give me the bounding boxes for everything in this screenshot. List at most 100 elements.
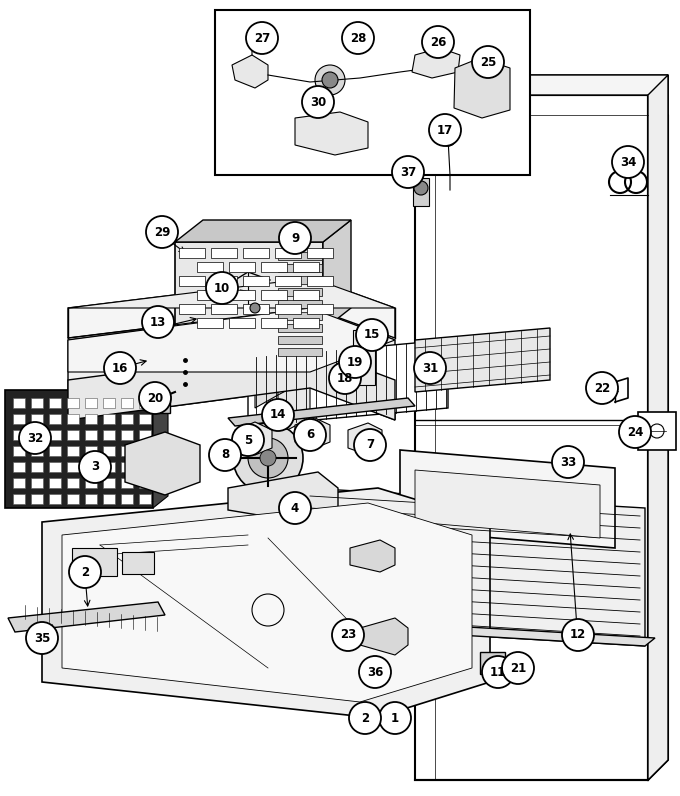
- Bar: [243, 304, 269, 314]
- Polygon shape: [295, 418, 330, 448]
- Bar: [121, 398, 133, 408]
- Bar: [215, 10, 530, 175]
- Circle shape: [19, 422, 51, 454]
- Bar: [353, 330, 375, 385]
- Circle shape: [246, 22, 278, 54]
- Bar: [278, 276, 322, 284]
- Text: 21: 21: [510, 661, 526, 674]
- Bar: [85, 478, 97, 488]
- Bar: [103, 478, 115, 488]
- Circle shape: [206, 272, 238, 304]
- Bar: [275, 304, 301, 314]
- Bar: [278, 252, 322, 260]
- Bar: [293, 290, 319, 300]
- Bar: [261, 262, 287, 272]
- Text: 2: 2: [361, 712, 369, 724]
- Text: 4: 4: [291, 501, 299, 514]
- Text: 20: 20: [147, 392, 163, 404]
- Bar: [49, 398, 61, 408]
- Circle shape: [209, 439, 241, 471]
- Bar: [121, 414, 133, 424]
- Bar: [13, 494, 25, 504]
- Bar: [197, 262, 223, 272]
- Circle shape: [363, 650, 387, 674]
- Circle shape: [262, 399, 294, 431]
- Polygon shape: [275, 230, 325, 378]
- Text: 25: 25: [480, 56, 496, 68]
- Polygon shape: [350, 540, 395, 572]
- Circle shape: [232, 424, 264, 456]
- Text: 30: 30: [310, 96, 326, 108]
- Circle shape: [472, 46, 504, 78]
- Circle shape: [349, 702, 381, 734]
- Text: 12: 12: [570, 629, 586, 642]
- Bar: [179, 248, 205, 258]
- Bar: [179, 304, 205, 314]
- Circle shape: [619, 416, 651, 448]
- Bar: [278, 312, 322, 320]
- Text: 19: 19: [347, 356, 363, 369]
- Bar: [139, 494, 151, 504]
- Circle shape: [422, 26, 454, 58]
- Bar: [229, 262, 255, 272]
- Bar: [121, 462, 133, 472]
- Circle shape: [392, 156, 424, 188]
- Bar: [67, 414, 79, 424]
- Bar: [103, 414, 115, 424]
- Bar: [85, 414, 97, 424]
- Text: 14: 14: [270, 408, 286, 422]
- Polygon shape: [415, 328, 550, 392]
- Text: 17: 17: [437, 123, 453, 136]
- Bar: [211, 304, 237, 314]
- Text: 13: 13: [150, 315, 166, 329]
- Text: 6: 6: [306, 428, 314, 442]
- Bar: [211, 248, 237, 258]
- Polygon shape: [153, 378, 168, 508]
- Circle shape: [329, 362, 361, 394]
- Bar: [278, 264, 322, 272]
- Text: 33: 33: [560, 455, 576, 469]
- Circle shape: [414, 181, 428, 195]
- Bar: [85, 462, 97, 472]
- Bar: [31, 446, 43, 456]
- Bar: [278, 288, 322, 296]
- Text: 2: 2: [81, 565, 89, 579]
- Circle shape: [379, 702, 411, 734]
- Polygon shape: [305, 618, 655, 646]
- Bar: [85, 446, 97, 456]
- Polygon shape: [125, 432, 200, 495]
- Text: 8: 8: [221, 448, 229, 462]
- Bar: [307, 276, 333, 286]
- Text: 23: 23: [340, 629, 356, 642]
- Text: 1: 1: [391, 712, 399, 724]
- Polygon shape: [305, 488, 645, 646]
- Bar: [67, 446, 79, 456]
- Circle shape: [586, 372, 618, 404]
- Bar: [121, 494, 133, 504]
- Bar: [85, 494, 97, 504]
- Bar: [85, 430, 97, 440]
- Bar: [49, 494, 61, 504]
- Polygon shape: [175, 220, 351, 242]
- Polygon shape: [68, 278, 395, 308]
- Polygon shape: [68, 278, 395, 338]
- Polygon shape: [323, 220, 351, 330]
- Circle shape: [414, 352, 446, 384]
- Bar: [49, 414, 61, 424]
- Polygon shape: [325, 605, 395, 655]
- Text: 24: 24: [627, 426, 643, 439]
- Polygon shape: [248, 340, 448, 426]
- Bar: [139, 398, 151, 408]
- Bar: [49, 446, 61, 456]
- Circle shape: [482, 656, 514, 688]
- Polygon shape: [68, 308, 395, 372]
- Circle shape: [69, 556, 101, 588]
- Bar: [179, 276, 205, 286]
- Bar: [103, 462, 115, 472]
- Text: 35: 35: [34, 631, 50, 645]
- Text: 29: 29: [154, 225, 170, 239]
- Bar: [139, 430, 151, 440]
- Polygon shape: [400, 450, 615, 548]
- Polygon shape: [648, 75, 668, 780]
- Bar: [13, 462, 25, 472]
